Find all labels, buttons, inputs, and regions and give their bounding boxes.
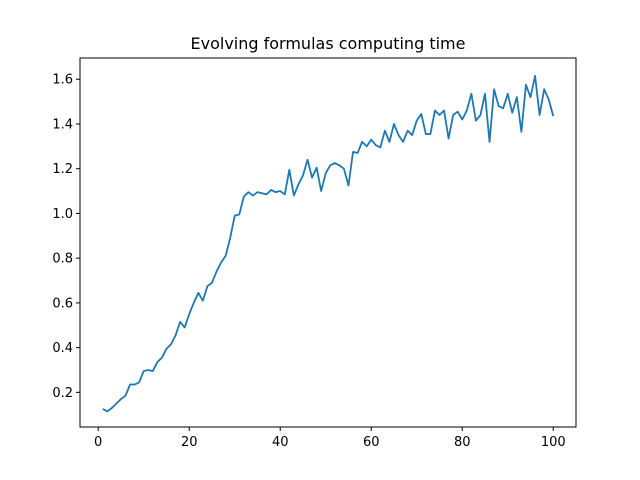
y-tick-label: 1.4: [52, 117, 73, 132]
y-tick-label: 1.2: [52, 162, 73, 177]
y-axis: 0.2 0.4 0.6 0.8 1.0 1.2 1.4 1.6: [52, 73, 80, 401]
axes-frame: [79, 57, 577, 428]
y-tick-label: 1.0: [52, 207, 73, 222]
y-tick-label: 0.4: [52, 341, 73, 356]
y-tick-label: 0.2: [52, 386, 73, 401]
x-tick-label: 80: [454, 435, 471, 450]
x-tick-label: 20: [181, 435, 198, 450]
chart-title: Evolving formulas computing time: [191, 34, 466, 53]
x-tick-label: 40: [272, 435, 289, 450]
y-tick-label: 1.6: [52, 73, 73, 88]
x-tick-label: 60: [363, 435, 380, 450]
x-axis: 0 20 40 60 80 100: [94, 427, 566, 450]
y-tick-label: 0.6: [52, 296, 73, 311]
x-tick-label: 100: [541, 435, 566, 450]
x-tick-label: 0: [94, 435, 102, 450]
series-line-0: [102, 74, 555, 413]
plot-area: [102, 74, 555, 413]
y-tick-label: 0.8: [52, 252, 73, 267]
